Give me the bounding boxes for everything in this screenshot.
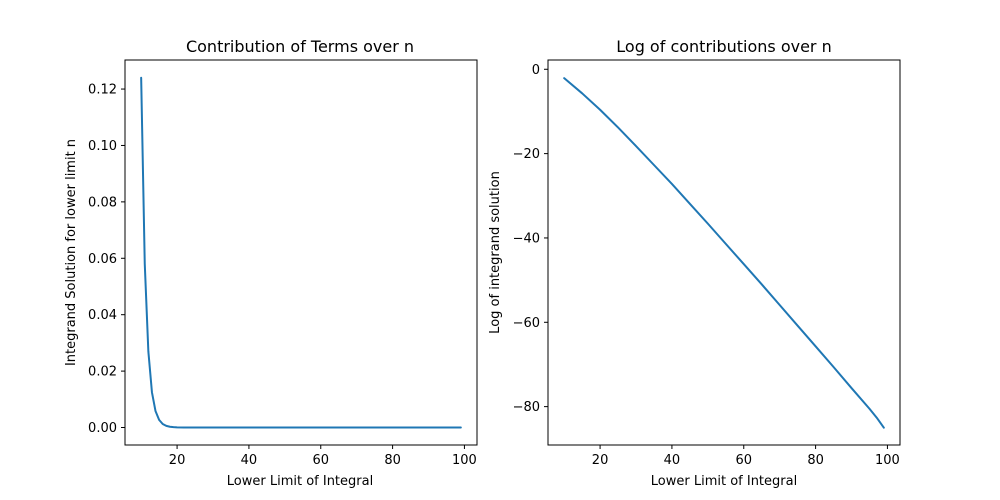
y-tick-label: 0.04 [88, 308, 117, 323]
y-tick-label: 0.10 [88, 139, 117, 154]
y-tick-label: 0.00 [88, 421, 117, 436]
x-tick-label: 40 [664, 453, 681, 468]
plot-area-frame [124, 59, 478, 446]
x-tick-label: 20 [592, 453, 609, 468]
x-tick-label: 60 [312, 453, 329, 468]
plot-area-frame [547, 59, 901, 446]
y-tick-label: −20 [513, 147, 540, 162]
x-tick-label: 100 [875, 453, 900, 468]
x-tick-label: 60 [735, 453, 752, 468]
y-axis-label: Integrand Solution for lower limit n [64, 139, 79, 366]
series-layer [563, 77, 885, 429]
y-tick-label: 0.08 [88, 195, 117, 210]
y-tick-label: −60 [513, 316, 540, 331]
y-tick-label: −40 [513, 231, 540, 246]
tick-layer: 20 40 60 80 100 0 −20 −40 −60 −80 [513, 63, 900, 468]
series-layer [140, 76, 462, 429]
chart-title: Contribution of Terms over n [186, 37, 414, 56]
x-axis-label: Lower Limit of Integral [651, 474, 797, 489]
x-tick-label: 80 [807, 453, 824, 468]
y-tick-label: 0.02 [88, 365, 117, 380]
y-tick-label: −80 [513, 400, 540, 415]
x-tick-label: 20 [169, 453, 186, 468]
y-axis-label: Log of integrand solution [488, 171, 503, 334]
y-tick-label: 0.12 [88, 83, 117, 98]
x-tick-label: 80 [384, 453, 401, 468]
series-line [563, 77, 885, 429]
x-tick-label: 40 [241, 453, 258, 468]
chart-contribution-of-terms: Contribution of Terms over n Lower Limit… [64, 37, 478, 489]
series-line [140, 76, 462, 429]
y-tick-label: 0.06 [88, 252, 117, 267]
tick-layer: 20 40 60 80 100 0.00 0.02 0.04 0.06 0.08 0.10 0.12 [88, 83, 477, 468]
chart-title: Log of contributions over n [616, 37, 831, 56]
x-axis-label: Lower Limit of Integral [227, 474, 373, 489]
chart-log-of-contributions: Log of contributions over n Lower Limit … [488, 37, 901, 489]
x-tick-label: 100 [452, 453, 477, 468]
y-tick-label: 0 [532, 63, 540, 78]
